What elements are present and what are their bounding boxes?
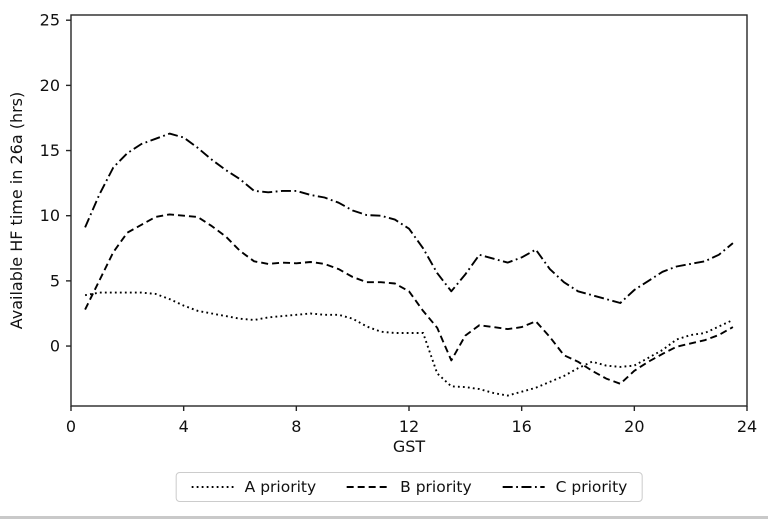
x-tick-label: 12 <box>399 417 419 436</box>
legend-box: A priority B priority C priority <box>175 472 643 502</box>
y-tick-label: 0 <box>50 336 60 355</box>
dashdot-line-icon <box>502 486 545 488</box>
series-line-c-priority <box>84 132 734 304</box>
y-tick-label: 20 <box>40 76 60 95</box>
legend-item-a-priority: A priority <box>191 478 316 496</box>
legend-label: B priority <box>400 478 472 496</box>
window-bottom-edge <box>0 516 768 519</box>
x-tick-label: 24 <box>737 417 757 436</box>
x-tick-label: 16 <box>511 417 531 436</box>
legend-item-c-priority: C priority <box>502 478 628 496</box>
x-tick-label: 0 <box>66 417 76 436</box>
legend-label: A priority <box>244 478 317 496</box>
dotted-line-icon <box>191 486 234 488</box>
legend-item-b-priority: B priority <box>346 478 472 496</box>
dashed-line-icon <box>347 486 390 488</box>
x-tick-label: 4 <box>179 417 189 436</box>
y-tick-label: 15 <box>40 141 60 160</box>
x-axis-label: GST <box>393 437 426 456</box>
legend-label: C priority <box>555 478 628 496</box>
series-line-a-priority <box>84 291 734 397</box>
y-tick-label: 25 <box>40 11 60 30</box>
y-tick-label: 5 <box>50 271 60 290</box>
plot-spines <box>70 14 748 407</box>
x-tick-label: 8 <box>291 417 301 436</box>
y-tick-label: 10 <box>40 206 60 225</box>
y-axis-label: Available HF time in 26a (hrs) <box>7 92 26 330</box>
series-line-b-priority <box>84 213 734 385</box>
x-tick-label: 20 <box>624 417 644 436</box>
